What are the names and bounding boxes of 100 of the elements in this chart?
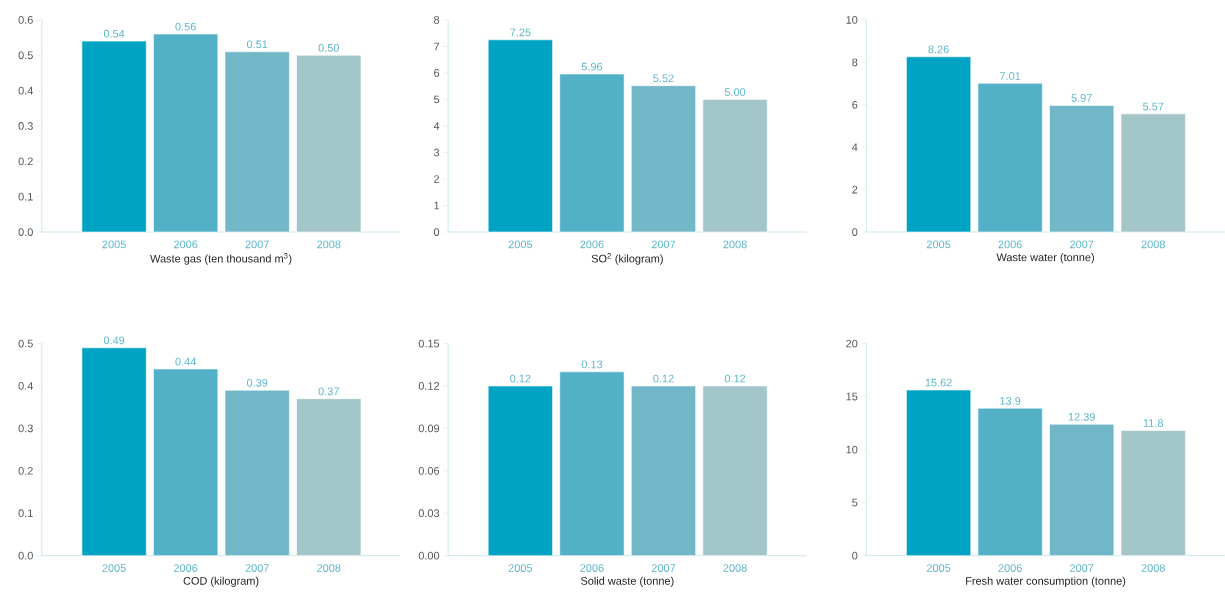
- x-tick-label: 2005: [926, 240, 951, 249]
- x-axis-title: SO$^{2}$ (kilogram): [591, 252, 663, 265]
- bar: [153, 33, 219, 233]
- x-tick-label: 2006: [580, 563, 604, 572]
- bar: [1049, 104, 1115, 233]
- data-label: 7.25: [510, 28, 531, 37]
- y-tick-label: 1: [434, 201, 440, 210]
- x-axis-title: Waste water (tonne): [996, 252, 1094, 264]
- data-label: 11.8: [1143, 419, 1164, 427]
- y-tick-label: 0.1: [18, 192, 33, 201]
- bar: [487, 39, 553, 233]
- y-tick-label: 0.0: [18, 551, 33, 560]
- y-tick-label: 8: [852, 58, 858, 67]
- y-tick-label: 15: [846, 392, 858, 401]
- y-tick-label: 0.12: [418, 381, 440, 390]
- x-tick-label: 2005: [926, 563, 951, 572]
- x-tick-label: 2005: [508, 563, 533, 572]
- data-label: 0.12: [724, 374, 746, 383]
- data-label: 12.39: [1068, 412, 1095, 421]
- y-tick-label: 0: [852, 551, 858, 560]
- data-label: 0.50: [318, 43, 339, 52]
- y-tick-label: 0.00: [418, 551, 440, 560]
- x-tick-label: 2006: [174, 240, 198, 249]
- x-tick-label: 2005: [102, 563, 126, 572]
- y-tick-label: 0.2: [18, 157, 33, 165]
- data-label: 0.12: [653, 374, 674, 383]
- x-axis-title: COD (kilogram): [183, 576, 259, 587]
- bar: [559, 73, 625, 233]
- data-label: 0.13: [581, 360, 603, 369]
- bar: [977, 82, 1043, 233]
- y-tick-label: 2: [434, 174, 440, 183]
- bar: [1120, 429, 1186, 556]
- data-label: 15.62: [925, 378, 952, 387]
- y-tick-label: 0.1: [18, 509, 33, 517]
- data-label: 5.57: [1143, 102, 1164, 111]
- x-tick-label: 2007: [245, 563, 269, 572]
- bar: [153, 368, 219, 556]
- bar: [81, 347, 147, 556]
- x-tick-label: 2008: [317, 563, 341, 572]
- x-tick-label: 2006: [580, 240, 604, 249]
- data-label: 0.49: [103, 336, 125, 345]
- x-tick-label: 2005: [102, 240, 126, 249]
- data-label: 7.01: [1000, 71, 1021, 80]
- x-tick-label: 2007: [651, 563, 676, 572]
- y-tick-label: 0.15: [418, 339, 440, 348]
- x-tick-label: 2008: [1141, 563, 1165, 572]
- bar: [906, 56, 972, 233]
- y-tick-label: 0.2: [18, 466, 33, 475]
- bar: [296, 54, 362, 233]
- x-axis-title: Solid waste (tonne): [580, 576, 674, 587]
- x-tick-label: 2005: [508, 240, 533, 249]
- y-tick-label: 4: [433, 122, 440, 130]
- bar: [224, 389, 290, 556]
- bar: [906, 389, 972, 556]
- data-label: 0.44: [175, 357, 196, 366]
- y-tick-label: 8: [433, 15, 440, 24]
- y-tick-label: 0.5: [18, 51, 33, 59]
- data-label: 0.39: [246, 378, 268, 387]
- y-tick-label: 0.3: [18, 424, 33, 433]
- y-tick-label: 0.5: [18, 339, 33, 348]
- x-axis-title: Fresh water consumption (tonne): [966, 576, 1126, 587]
- x-tick-label: 2006: [998, 240, 1022, 249]
- data-label: 8.26: [928, 45, 949, 54]
- y-tick-label: 0: [852, 227, 858, 236]
- y-tick-label: 5: [852, 498, 858, 507]
- y-tick-label: 0.0: [18, 227, 33, 236]
- y-tick-label: 10: [846, 445, 858, 454]
- bar: [630, 85, 696, 233]
- data-label: 0.37: [318, 387, 339, 395]
- data-label: 0.51: [246, 40, 268, 49]
- x-tick-label: 2008: [723, 563, 747, 572]
- bar: [977, 407, 1043, 556]
- y-tick-label: 0.6: [18, 15, 33, 24]
- y-tick-label: 10: [846, 15, 858, 24]
- x-tick-label: 2008: [1141, 240, 1165, 249]
- y-tick-label: 0.06: [418, 466, 440, 475]
- y-tick-label: 4: [851, 143, 858, 151]
- x-tick-label: 2008: [317, 240, 341, 249]
- x-tick-label: 2007: [1070, 240, 1094, 249]
- data-label: 0.54: [103, 29, 125, 38]
- y-tick-label: 6: [434, 68, 440, 77]
- data-label: 5.96: [581, 62, 603, 71]
- y-tick-label: 0.4: [18, 86, 34, 95]
- y-tick-label: 5: [433, 95, 440, 104]
- bar: [1120, 113, 1186, 233]
- y-tick-label: 0.09: [418, 424, 440, 433]
- y-tick-label: 6: [852, 100, 858, 109]
- data-label: 13.9: [1000, 396, 1021, 405]
- data-label: 5.52: [653, 74, 674, 82]
- y-tick-label: 0.4: [18, 381, 34, 390]
- y-tick-label: 0.3: [18, 121, 33, 130]
- x-tick-label: 2008: [723, 240, 747, 249]
- bar: [296, 398, 362, 556]
- data-label: 0.12: [510, 374, 531, 383]
- x-tick-label: 2007: [651, 240, 676, 249]
- data-label: 5.00: [724, 87, 746, 96]
- bar: [81, 40, 147, 233]
- y-tick-label: 2: [852, 185, 858, 194]
- y-tick-label: 20: [846, 339, 858, 348]
- data-label: 0.56: [175, 22, 196, 31]
